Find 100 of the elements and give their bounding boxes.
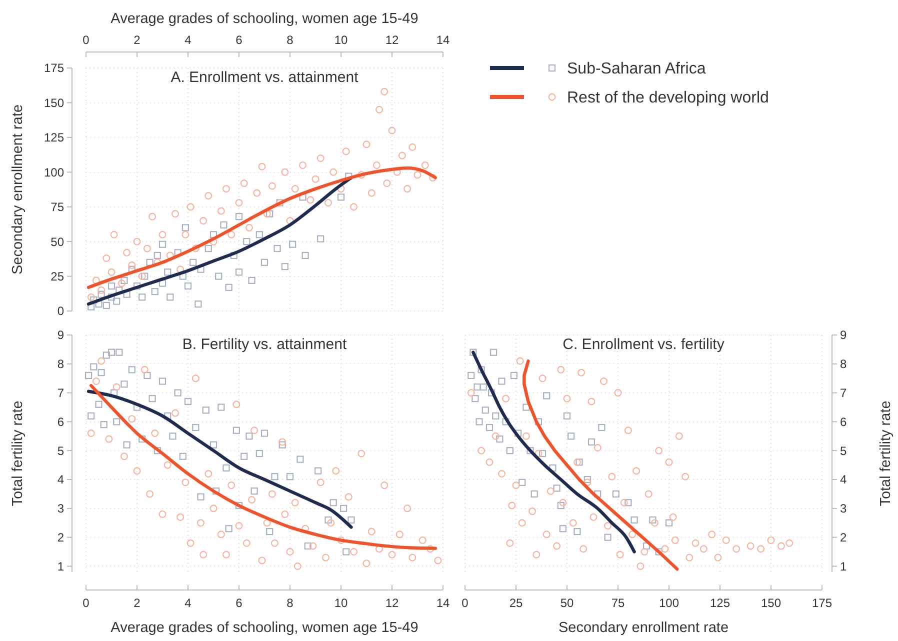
point — [643, 542, 650, 550]
line-series — [86, 390, 353, 529]
point — [246, 432, 253, 440]
point — [274, 244, 281, 252]
point — [559, 525, 566, 532]
point — [522, 404, 530, 411]
point — [100, 421, 108, 428]
y-tick-label: 150 — [44, 96, 64, 110]
y-tick-label: 6 — [840, 414, 847, 429]
point — [95, 400, 102, 408]
y-tick-label: 6 — [57, 414, 64, 429]
point — [146, 490, 154, 498]
point — [85, 372, 92, 380]
x-tick-label: 75 — [611, 596, 625, 610]
point — [217, 530, 225, 538]
point — [240, 452, 248, 460]
point — [368, 528, 376, 536]
x-tick-label: 4 — [184, 596, 192, 610]
point — [158, 280, 166, 287]
point — [116, 348, 123, 356]
point — [344, 493, 352, 501]
point — [151, 288, 158, 296]
point — [604, 534, 612, 541]
x-tick-label: 8 — [286, 33, 294, 47]
point — [128, 366, 136, 374]
y-tick-label: 75 — [50, 200, 64, 214]
y-tick-label: 0 — [57, 304, 64, 318]
point — [486, 424, 494, 432]
point — [197, 493, 204, 500]
point — [342, 548, 350, 556]
point — [108, 348, 116, 356]
point — [228, 482, 236, 490]
point — [148, 395, 156, 402]
point — [498, 378, 506, 385]
point — [358, 450, 366, 458]
point — [194, 300, 202, 308]
point — [220, 221, 228, 228]
x-tick-label: 14 — [436, 596, 450, 610]
point — [476, 418, 483, 426]
point — [256, 231, 263, 238]
point — [192, 424, 200, 432]
point — [102, 352, 110, 359]
x-tick-label: 50 — [560, 596, 574, 610]
point — [294, 562, 302, 570]
point — [158, 378, 166, 385]
point — [172, 409, 179, 417]
y-tick-label: 175 — [44, 61, 64, 76]
point — [649, 516, 656, 524]
x-tick-label: 6 — [236, 33, 243, 47]
point — [204, 470, 212, 478]
x-tick-label: 0 — [82, 33, 90, 47]
line-series — [522, 359, 679, 571]
point — [154, 252, 161, 260]
point — [568, 432, 575, 440]
point — [314, 467, 322, 474]
x-tick-label: 10 — [334, 596, 348, 610]
point — [309, 542, 317, 550]
point — [128, 415, 136, 423]
point — [141, 272, 148, 280]
x-tick-label: 8 — [286, 596, 294, 610]
y-tick-label: 2 — [57, 530, 64, 545]
x-tick-label: 2 — [134, 33, 141, 47]
y-tick-label: 50 — [50, 234, 64, 249]
y-tick-label: 4 — [57, 472, 64, 487]
y-tick-label: 8 — [840, 357, 847, 372]
point — [92, 377, 100, 385]
point — [218, 404, 225, 411]
point — [278, 438, 286, 446]
point — [113, 418, 120, 426]
point — [138, 294, 146, 301]
y-axis-title: Secondary enrollment rate — [10, 104, 26, 275]
point — [243, 238, 250, 246]
point — [506, 447, 514, 454]
point — [98, 357, 106, 365]
x-tick-label: 175 — [812, 596, 832, 610]
point — [204, 244, 212, 252]
point — [197, 519, 204, 527]
point — [286, 473, 294, 480]
point — [166, 294, 174, 301]
point — [250, 426, 258, 434]
point — [260, 258, 268, 266]
y-axis-title: Total fertility rate — [878, 400, 894, 506]
point — [492, 412, 500, 420]
x-tick-label: 100 — [658, 596, 680, 610]
point — [396, 530, 404, 538]
point — [281, 263, 288, 270]
point — [480, 383, 487, 391]
point — [588, 438, 596, 446]
point — [270, 539, 278, 547]
point — [176, 513, 184, 521]
text: Rest of the developing world — [567, 90, 769, 107]
point — [380, 482, 388, 490]
point — [518, 478, 526, 486]
y-tick-label: 9 — [57, 328, 64, 342]
x-tick-label: 125 — [710, 596, 730, 610]
point — [120, 380, 128, 388]
point — [496, 436, 504, 443]
point — [140, 366, 148, 374]
x-axis-title: Average grades of schooling, women age 15-49 — [110, 11, 418, 27]
point — [186, 539, 194, 547]
